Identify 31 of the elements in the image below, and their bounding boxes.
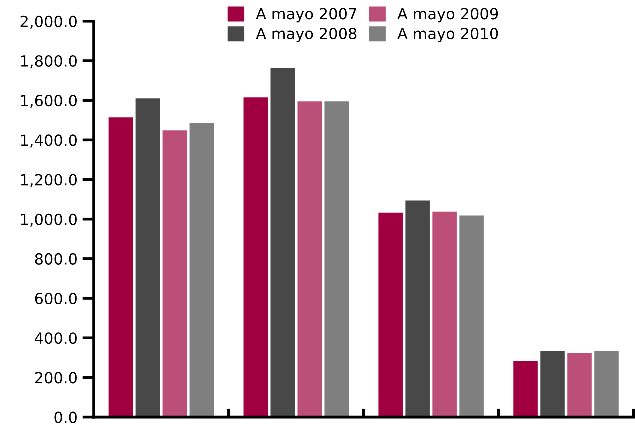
bar <box>594 351 619 418</box>
bar <box>136 98 160 418</box>
bar <box>324 102 350 418</box>
y-tick-label: 400.0 <box>35 332 77 344</box>
y-tick-label: 0.0 <box>54 412 77 424</box>
bar <box>460 216 484 418</box>
bar <box>108 118 134 418</box>
y-tick-label: 2,000.0 <box>20 16 77 29</box>
bar <box>298 102 322 418</box>
y-tick-label: 1,400.0 <box>21 134 77 148</box>
bar <box>568 353 592 418</box>
y-tick-label: 1,600.0 <box>21 95 77 108</box>
legend-label: A mayo 2010 <box>398 28 498 43</box>
legend-label: A mayo 2007 <box>256 8 356 23</box>
bar <box>378 212 403 418</box>
legend-label: A mayo 2008 <box>256 28 357 43</box>
bar <box>270 68 296 418</box>
y-tick-label: 600.0 <box>35 292 77 305</box>
bar <box>514 361 538 418</box>
y-tick-label: 800.0 <box>35 253 77 265</box>
bar <box>190 124 214 418</box>
bar <box>406 200 430 418</box>
bar <box>244 98 268 418</box>
y-tick-label: 1,000.0 <box>21 214 77 227</box>
y-tick-label: 200.0 <box>35 372 77 384</box>
bar <box>432 212 457 418</box>
bar <box>162 130 188 418</box>
y-tick-label: 1,200.0 <box>21 174 77 188</box>
legend-label: A mayo 2009 <box>398 8 498 23</box>
bar <box>540 351 565 418</box>
y-tick-label: 1,800.0 <box>21 55 77 69</box>
